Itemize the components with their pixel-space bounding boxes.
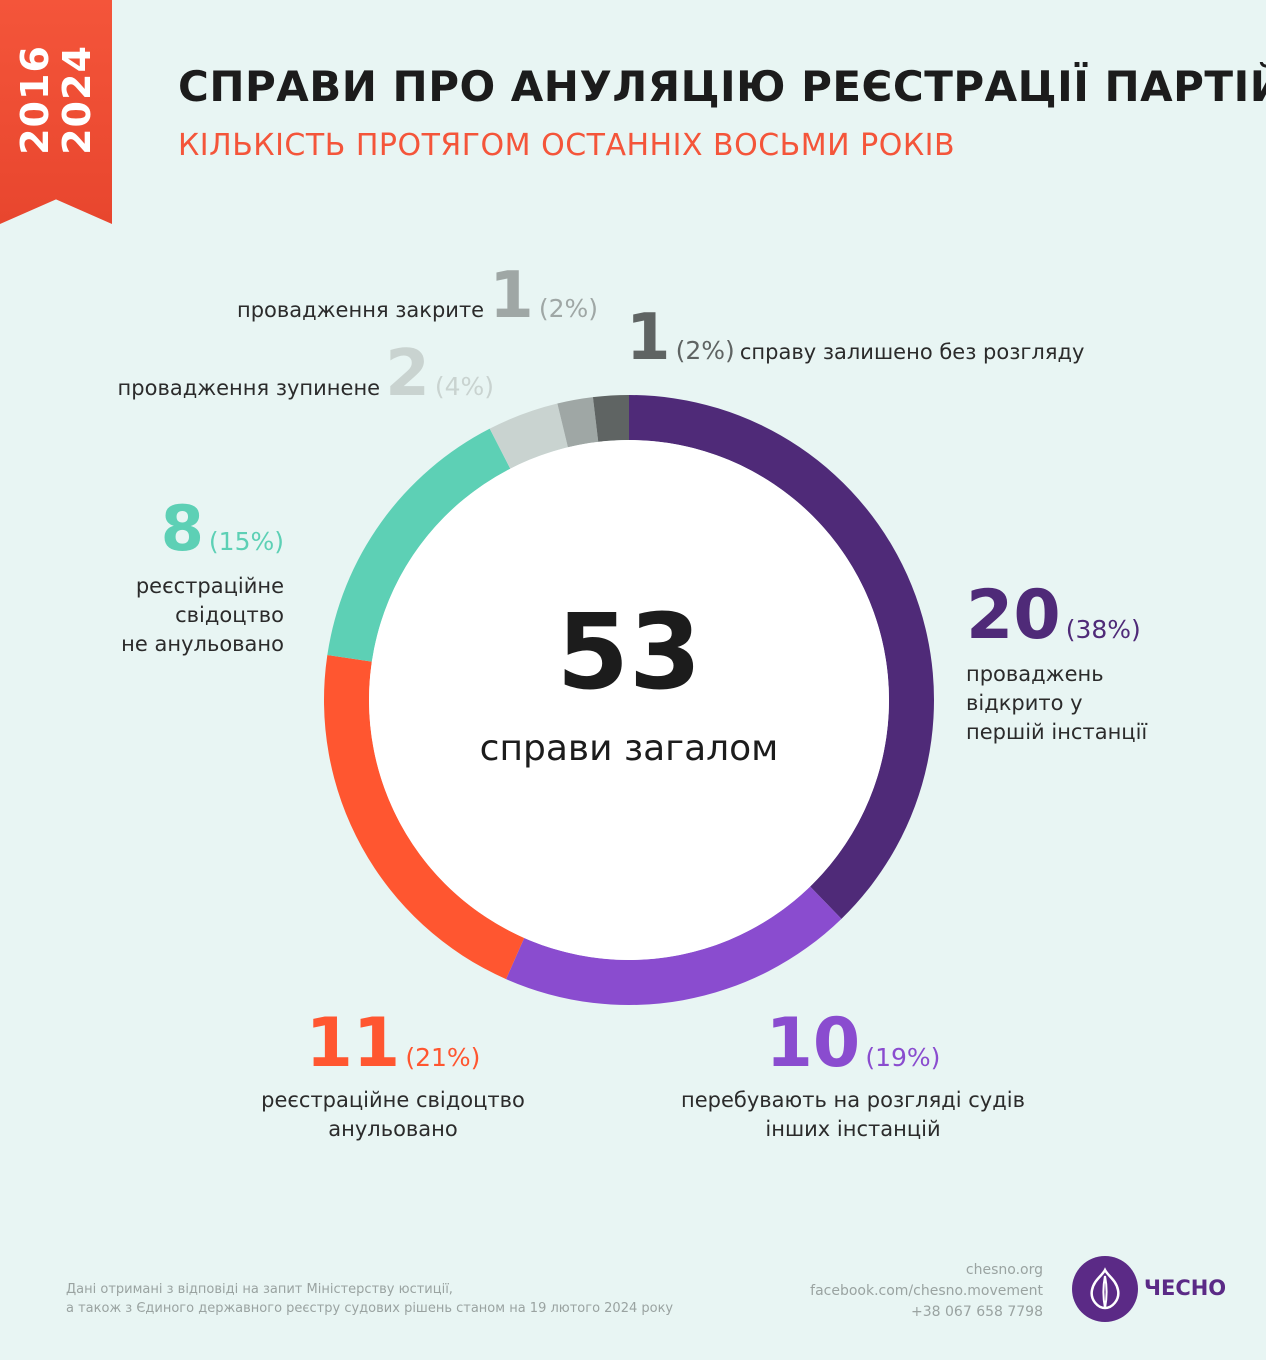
slice-label-line: перебувають на розгляді судів	[681, 1088, 1025, 1112]
slice-label-line: анульовано	[328, 1117, 458, 1141]
slice-percent: (19%)	[865, 1043, 941, 1072]
total-label: справи загалом	[479, 728, 779, 769]
data-source-note: Дані отримані з відповіді на запит Мініс…	[66, 1280, 673, 1318]
page-subtitle: КІЛЬКІСТЬ ПРОТЯГОМ ОСТАННІХ ВОСЬМИ РОКІВ	[178, 128, 956, 163]
note-line: Дані отримані з відповіді на запит Мініс…	[66, 1282, 453, 1297]
slice-value: 2	[385, 337, 430, 411]
slice-label-line: інших інстанцій	[765, 1117, 941, 1141]
donut-slice-3	[327, 428, 511, 662]
donut-slice-2	[323, 654, 525, 980]
slice-label-not-annulled: 8 (15%) реєстраційне свідоцтво не анульо…	[121, 498, 284, 659]
donut-slice-0	[629, 395, 934, 919]
slice-value: 8	[160, 492, 204, 565]
donut-slice-4	[489, 403, 568, 469]
slice-label-line: не анульовано	[121, 632, 284, 656]
slice-label-dismissed: 1 (2%) справу залишено без розгляду	[626, 306, 1084, 370]
website-link[interactable]: chesno.org	[965, 1262, 1043, 1278]
contacts: chesno.org facebook.com/chesno.movement …	[810, 1260, 1043, 1323]
slice-value: 1	[626, 301, 671, 375]
slice-value: 11	[305, 1004, 401, 1083]
slice-label-line: свідоцтво	[175, 603, 284, 627]
slice-label-line: реєстраційне	[135, 574, 284, 598]
slice-label-first-instance: 20 (38%) проваджень відкрито у першій ін…	[966, 582, 1147, 747]
slice-percent: (38%)	[1065, 615, 1141, 644]
donut-center-disc	[369, 440, 889, 960]
slice-label-line: реєстраційне свідоцтво	[261, 1088, 525, 1112]
slice-label-line: відкрито у	[966, 691, 1083, 715]
slice-percent: (15%)	[208, 527, 284, 556]
garlic-logo-icon	[1072, 1256, 1138, 1322]
slice-label-line: справу залишено без розгляду	[739, 340, 1085, 364]
page-title: СПРАВИ ПРО АНУЛЯЦІЮ РЕЄСТРАЦІЇ ПАРТІЙ	[178, 62, 1266, 111]
slice-label-suspended: провадження зупинене 2 (4%)	[118, 342, 494, 406]
total-number: 53	[556, 591, 702, 713]
slice-label-closed: провадження закрите 1 (2%)	[237, 264, 598, 328]
donut-slice-1	[506, 886, 842, 1005]
years-ribbon: 2016 2024	[0, 0, 112, 224]
donut-slice-5	[557, 397, 599, 448]
slice-label-other-instances: 10 (19%) перебувають на розгляді судів і…	[681, 1010, 1025, 1144]
slice-label-line: провадження зупинене	[117, 376, 381, 400]
slice-value: 10	[765, 1004, 861, 1083]
slice-percent: (2%)	[538, 294, 598, 323]
slice-label-annulled: 11 (21%) реєстраційне свідоцтво анульова…	[261, 1010, 525, 1144]
slice-value: 20	[966, 576, 1061, 655]
slice-percent: (2%)	[675, 336, 735, 365]
slice-label-line: провадження закрите	[236, 298, 485, 322]
facebook-link[interactable]: facebook.com/chesno.movement	[810, 1283, 1043, 1299]
slice-percent: (21%)	[405, 1043, 481, 1072]
donut-slice-6	[592, 395, 629, 442]
slice-label-line: проваджень	[966, 662, 1104, 686]
slice-value: 1	[489, 259, 534, 333]
slice-label-line: першій інстанції	[966, 720, 1148, 744]
note-line: а також з Єдиного державного реєстру суд…	[66, 1301, 674, 1316]
logo-text: ЧЕСНО	[1144, 1276, 1227, 1300]
phone-number: +38 067 658 7798	[911, 1304, 1043, 1320]
slice-percent: (4%)	[434, 372, 494, 401]
